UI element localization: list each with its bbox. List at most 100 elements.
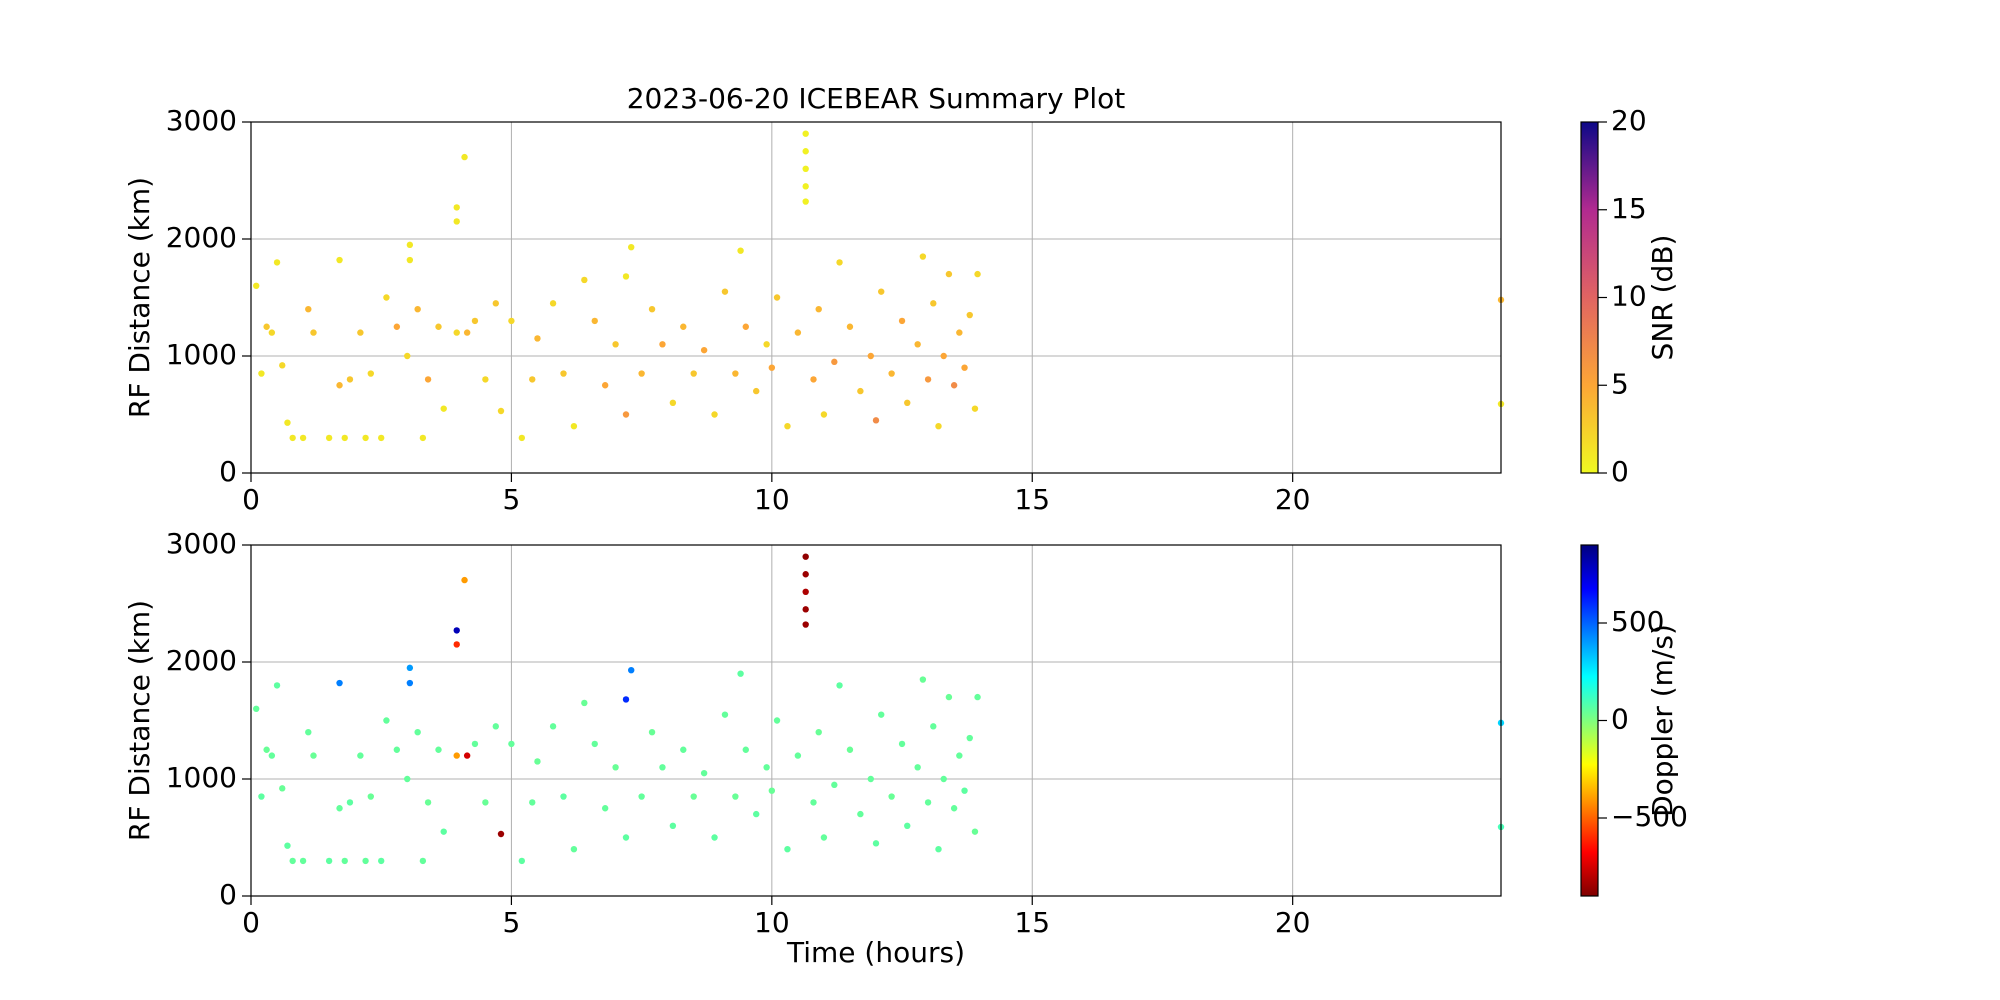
colorbar-tick-label: −500: [1611, 800, 1688, 833]
data-point: [659, 764, 666, 771]
data-point: [591, 317, 598, 325]
colorbar-tick-label: 20: [1611, 104, 1647, 137]
data-point: [435, 746, 442, 753]
data-point: [737, 247, 744, 254]
data-point: [414, 306, 421, 313]
data-point: [435, 323, 442, 330]
data-point: [820, 411, 828, 418]
data-point: [273, 682, 281, 689]
data-point: [299, 434, 307, 442]
data-point: [284, 842, 291, 849]
data-point: [802, 588, 809, 595]
data-point: [357, 329, 364, 336]
data-point: [289, 434, 296, 442]
data-point: [888, 370, 895, 377]
data-point: [406, 241, 414, 249]
x-tick-label: 5: [503, 483, 521, 516]
colorbar-label: Doppler (m/s): [1646, 624, 1679, 817]
data-point: [581, 699, 588, 707]
colorbar-tick-label: 10: [1611, 280, 1647, 313]
data-point: [878, 288, 885, 295]
colorbar-tick-label: 500: [1611, 605, 1664, 638]
data-point: [802, 130, 809, 137]
data-point: [669, 822, 677, 829]
data-point: [974, 270, 981, 278]
data-point: [612, 764, 619, 771]
data-point: [336, 805, 343, 812]
data-point: [763, 764, 770, 771]
data-point: [560, 793, 567, 800]
data-point: [930, 300, 937, 307]
data-point: [742, 323, 749, 330]
data-point: [393, 323, 401, 330]
data-point: [289, 857, 296, 865]
data-point: [310, 752, 317, 759]
data-point: [831, 358, 838, 366]
data-point: [721, 711, 729, 718]
data-point: [961, 787, 968, 794]
x-axis-label: Time (hours): [786, 936, 965, 969]
data-point: [648, 306, 656, 313]
data-point: [802, 198, 809, 205]
data-point: [453, 218, 460, 225]
data-point: [622, 834, 630, 841]
data-point: [711, 411, 718, 418]
data-point: [898, 317, 906, 325]
axes-frame: [250, 544, 1502, 897]
data-point: [622, 273, 630, 280]
data-point: [872, 417, 880, 424]
data-point: [310, 329, 317, 336]
data-point: [680, 746, 687, 753]
data-point: [904, 822, 911, 829]
data-point: [612, 341, 619, 348]
data-point: [529, 376, 536, 383]
data-point: [471, 317, 479, 325]
data-point: [461, 576, 468, 584]
data-point: [383, 294, 390, 301]
data-point: [711, 834, 718, 841]
x-tick-label: 15: [1014, 906, 1050, 939]
data-point: [956, 329, 963, 336]
data-point: [919, 676, 927, 683]
x-tick-label: 15: [1014, 483, 1050, 516]
data-point: [914, 764, 921, 771]
data-point: [424, 376, 432, 383]
data-point: [492, 300, 499, 307]
data-point: [836, 682, 843, 689]
data-point: [549, 723, 557, 730]
data-point: [367, 793, 374, 800]
x-tick-label: 20: [1275, 906, 1311, 939]
data-point: [732, 793, 739, 800]
y-axis-label: RF Distance (km): [123, 177, 156, 418]
y-tick-label: 2000: [166, 644, 237, 677]
data-point: [794, 752, 802, 759]
data-point: [648, 729, 656, 736]
data-point: [742, 746, 749, 753]
data-point: [367, 370, 374, 377]
data-point: [497, 407, 505, 415]
data-point: [492, 723, 499, 730]
data-point: [253, 705, 260, 712]
data-point: [802, 571, 809, 578]
data-point: [802, 606, 809, 613]
data-point: [753, 810, 760, 818]
data-point: [419, 857, 427, 865]
data-point: [820, 834, 828, 841]
data-point: [518, 434, 526, 442]
data-point: [362, 857, 369, 865]
data-point: [732, 370, 739, 377]
data-point: [453, 752, 460, 759]
data-point: [721, 288, 729, 295]
data-point: [560, 370, 567, 377]
y-tick-label: 2000: [166, 221, 237, 254]
data-point: [945, 693, 953, 701]
data-point: [628, 243, 635, 251]
data-point: [273, 259, 281, 266]
data-point: [700, 769, 708, 777]
data-point: [601, 805, 609, 812]
data-point: [341, 857, 348, 865]
data-point: [794, 329, 802, 336]
data-point: [659, 341, 666, 348]
data-point: [622, 411, 630, 418]
